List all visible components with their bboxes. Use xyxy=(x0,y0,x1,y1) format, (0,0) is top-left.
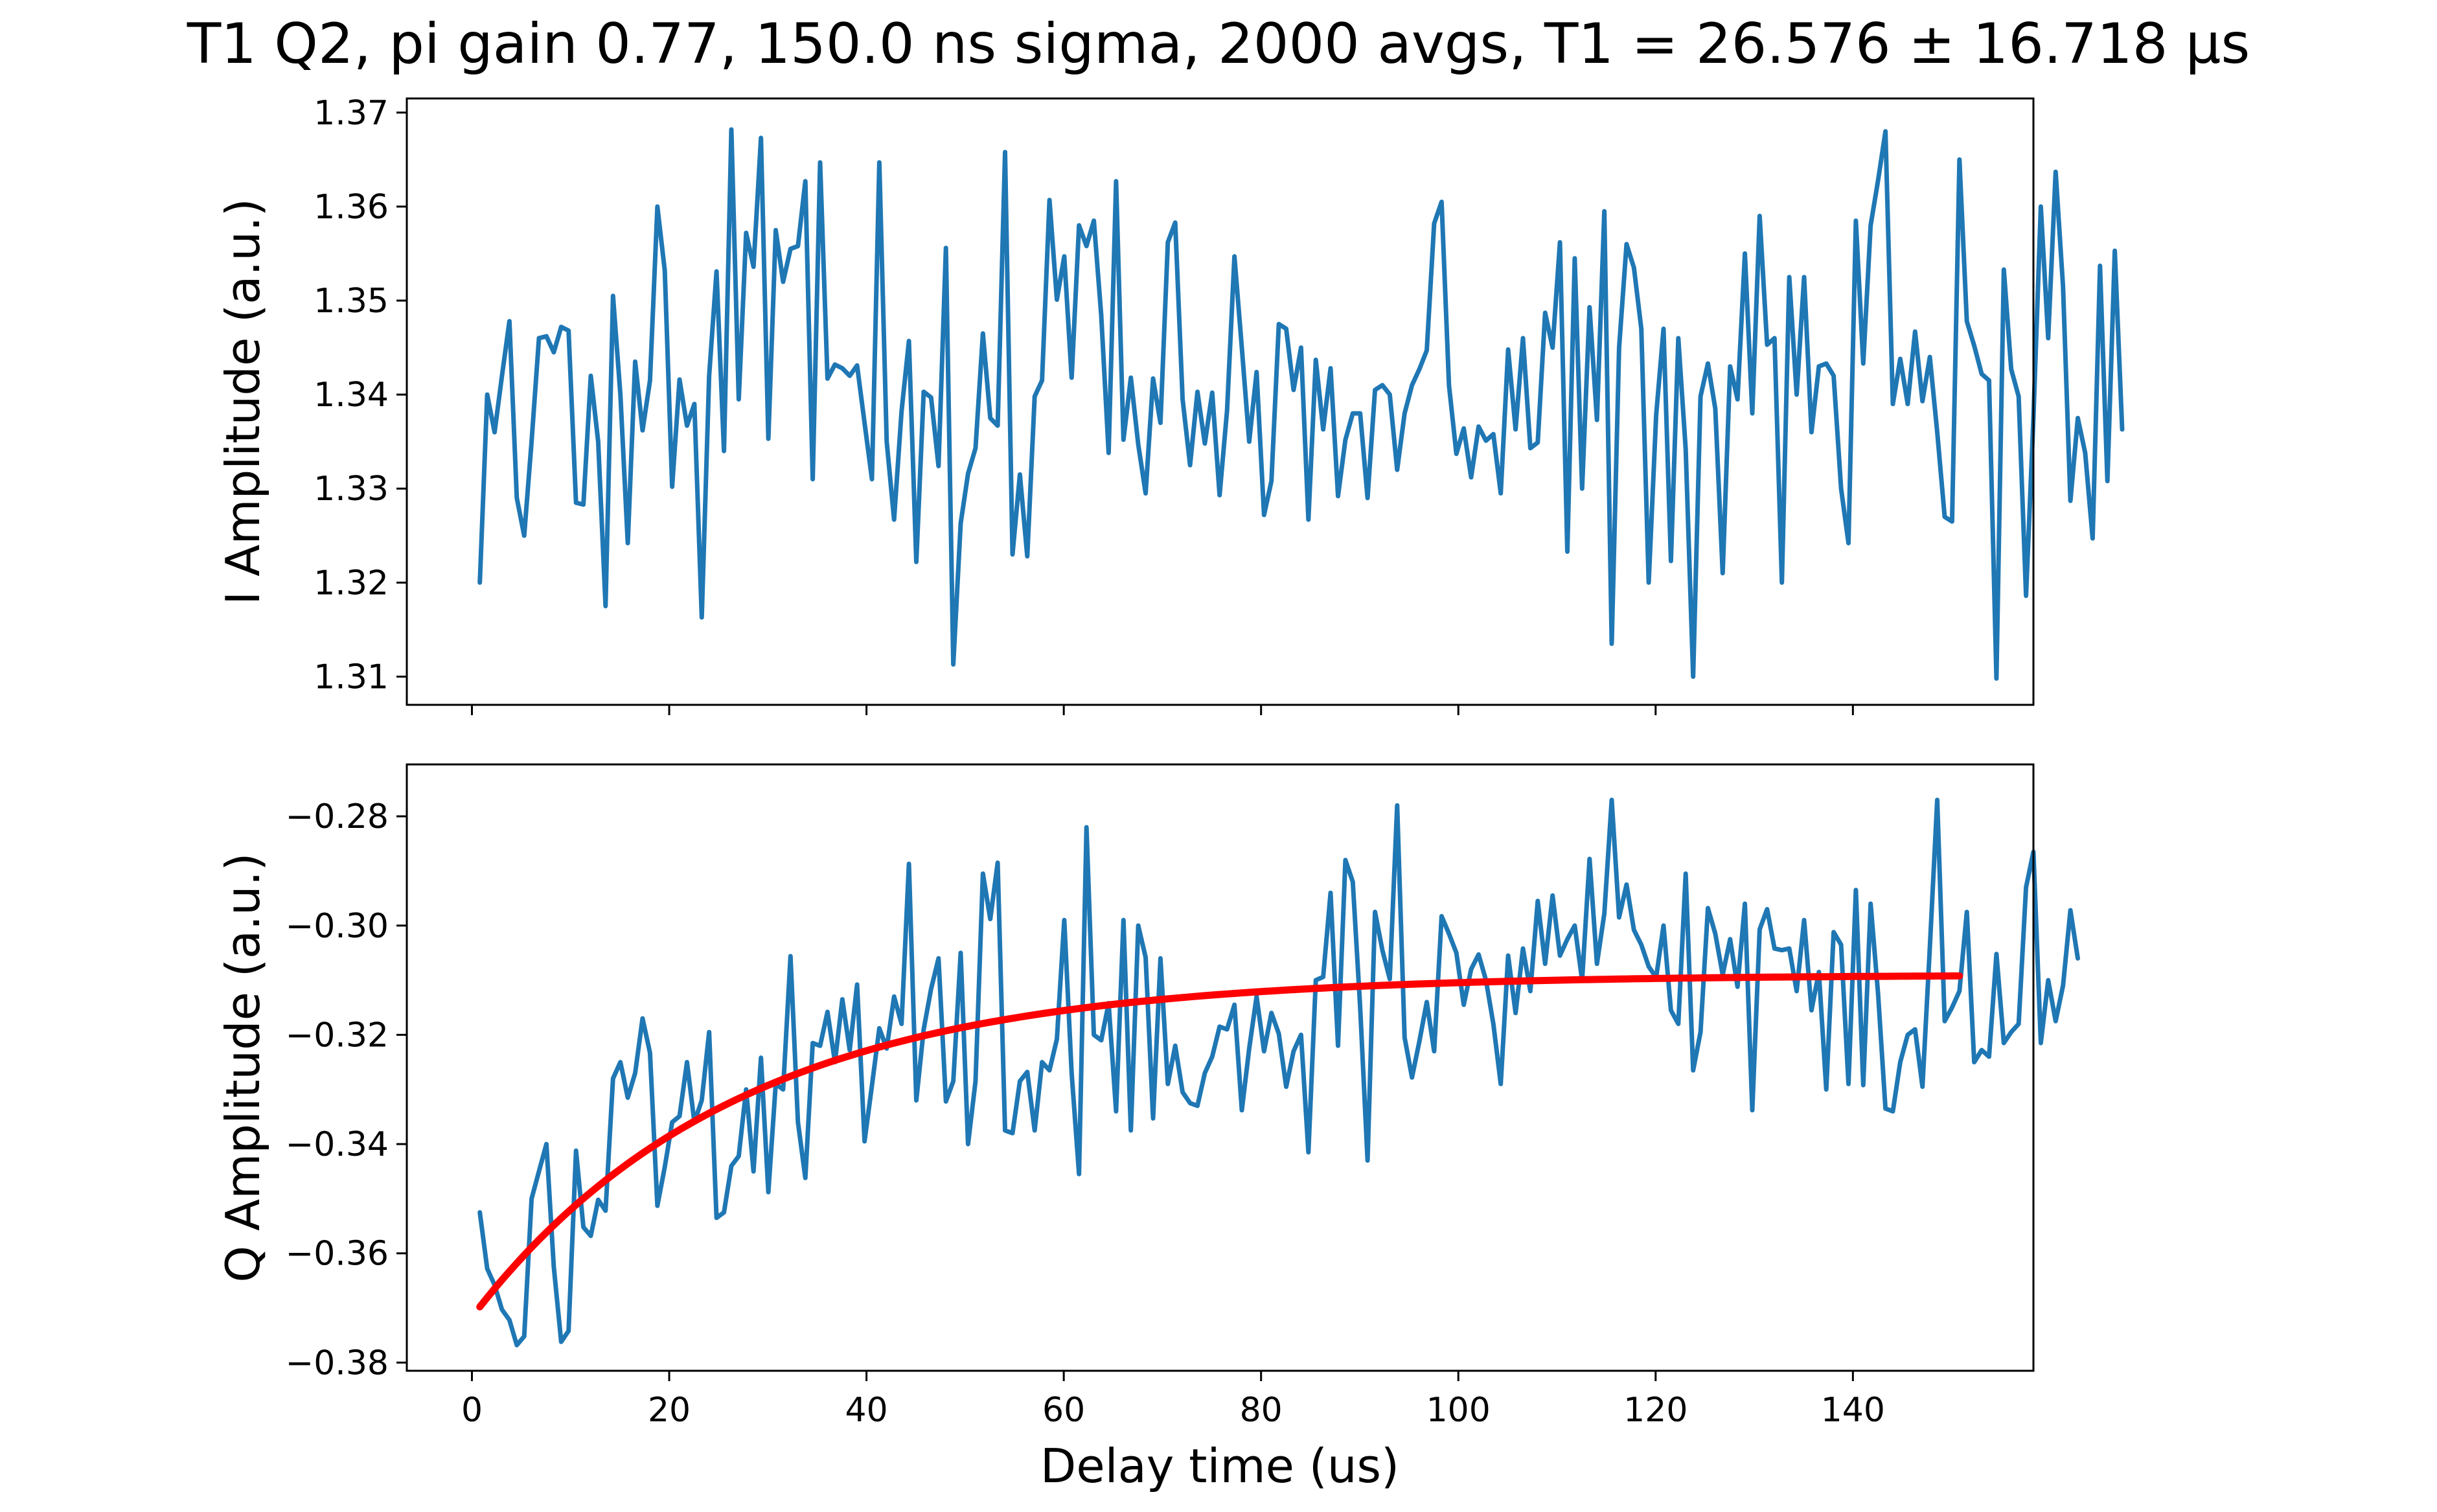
chart-title: T1 Q2, pi gain 0.77, 150.0 ns sigma, 200… xyxy=(187,12,2250,76)
q-x-tick-label: 120 xyxy=(1623,1391,1688,1430)
q-y-tick-label: −0.38 xyxy=(286,1344,389,1382)
q-x-tick-label: 60 xyxy=(1042,1391,1085,1430)
q-x-axis-ticks: 0 20 40 60 80 100 120 140 xyxy=(461,1371,1885,1430)
q-y-tick-label: −0.28 xyxy=(286,797,389,836)
q-y-tick-label: −0.36 xyxy=(286,1235,389,1274)
q-x-tick-label: 0 xyxy=(461,1391,483,1430)
i-y-tick-label: 1.37 xyxy=(314,94,389,133)
i-y-tick-label: 1.35 xyxy=(314,282,389,321)
q-y-tick-label: −0.30 xyxy=(286,907,389,946)
i-y-axis-label: I Amplitude (a.u.) xyxy=(216,198,270,605)
q-y-axis-ticks: −0.38 −0.36 −0.34 −0.32 −0.30 −0.28 xyxy=(286,797,407,1382)
q-panel-plot-area xyxy=(407,764,2033,1371)
q-exponential-fit-line xyxy=(476,972,1963,1311)
q-y-tick-label: −0.32 xyxy=(286,1016,389,1055)
q-amplitude-panel: −0.38 −0.36 −0.34 −0.32 −0.30 −0.28 0 20 40 60 80… xyxy=(216,763,2080,1493)
q-y-tick-label: −0.34 xyxy=(286,1125,389,1164)
q-x-tick-label: 20 xyxy=(648,1391,691,1430)
i-y-tick-label: 1.34 xyxy=(314,376,389,415)
i-panel-plot-area xyxy=(407,98,2033,705)
i-y-axis-ticks: 1.31 1.32 1.33 1.34 1.35 1.36 1.37 xyxy=(314,94,407,696)
i-amplitude-panel: 1.31 1.32 1.33 1.34 1.35 1.36 1.37 I Amplitude… xyxy=(216,94,2125,715)
q-x-tick-label: 140 xyxy=(1821,1391,1885,1430)
i-panel-frame xyxy=(406,97,2035,706)
q-y-axis-label: Q Amplitude (a.u.) xyxy=(216,853,270,1282)
x-axis-label: Delay time (us) xyxy=(1040,1439,1399,1493)
i-y-tick-label: 1.32 xyxy=(314,564,389,602)
i-y-tick-label: 1.31 xyxy=(314,658,389,696)
i-x-axis-ticks xyxy=(471,705,1854,715)
i-y-tick-label: 1.33 xyxy=(314,470,389,509)
q-x-tick-label: 40 xyxy=(845,1391,888,1430)
q-x-tick-label: 80 xyxy=(1240,1391,1283,1430)
q-x-tick-label: 100 xyxy=(1426,1391,1491,1430)
i-y-tick-label: 1.36 xyxy=(314,188,389,227)
i-data-series-line xyxy=(477,127,2125,681)
q-data-series-line xyxy=(477,797,2080,1347)
q-panel-frame xyxy=(406,763,2035,1372)
